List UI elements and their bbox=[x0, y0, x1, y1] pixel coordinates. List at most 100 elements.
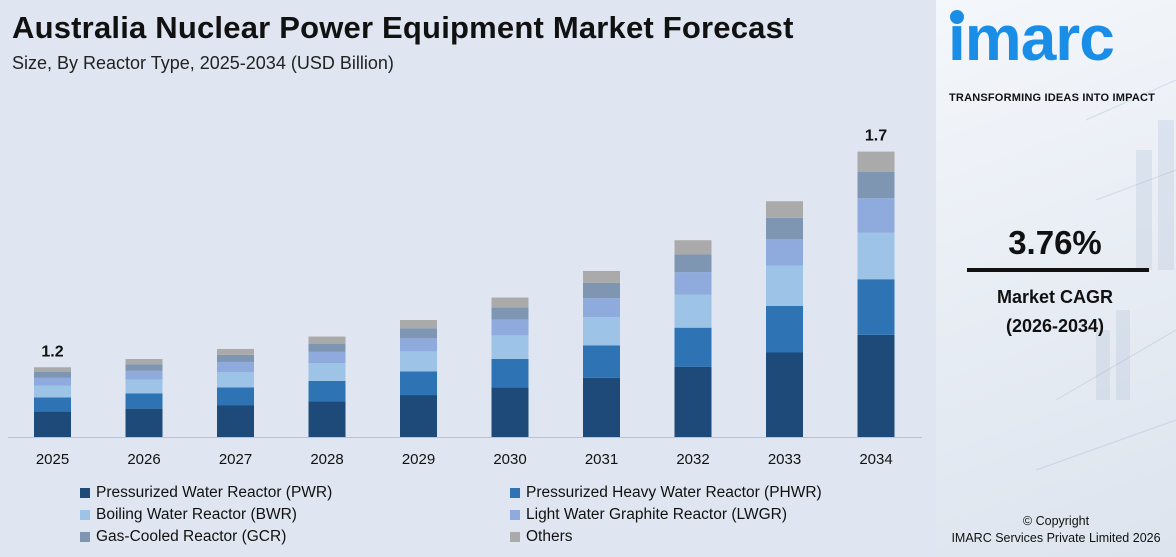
chart-title: Australia Nuclear Power Equipment Market… bbox=[12, 10, 794, 45]
bar-segment-2029-0 bbox=[400, 395, 437, 437]
legend-swatch bbox=[80, 532, 90, 542]
bar-segment-2032-2 bbox=[674, 294, 712, 328]
bar-segment-2032-3 bbox=[674, 272, 712, 295]
x-tick-label-2032: 2032 bbox=[676, 451, 709, 468]
bar-segment-2026-2 bbox=[125, 379, 163, 394]
bar-segment-2030-0 bbox=[491, 387, 529, 437]
bar-segment-2028-0 bbox=[308, 401, 346, 437]
brand-panel: imarc TRANSFORMING IDEAS INTO IMPACT 3.7… bbox=[936, 0, 1176, 557]
bar-segment-2029-4 bbox=[400, 328, 437, 339]
legend-swatch bbox=[80, 510, 90, 520]
bar-segment-2031-3 bbox=[583, 298, 620, 318]
bar-segment-2027-3 bbox=[217, 361, 254, 372]
bar-segment-2034-3 bbox=[857, 198, 895, 233]
bar-segment-2026-5 bbox=[125, 359, 163, 365]
x-tick-label-2031: 2031 bbox=[585, 451, 618, 468]
cagr-divider bbox=[967, 268, 1149, 272]
bar-segment-2027-1 bbox=[217, 387, 254, 406]
bar-segment-2034-4 bbox=[857, 171, 895, 199]
x-tick-label-2025: 2025 bbox=[36, 451, 69, 468]
stacked-bar-chart: 2025 1.2 2026 2027 2028 2029 2030 2031 2032 2033 2… bbox=[8, 128, 922, 468]
bar-segment-2031-0 bbox=[583, 377, 620, 437]
cagr-label-line1: Market CAGR bbox=[996, 287, 1114, 307]
legend-label: Light Water Graphite Reactor (LWGR) bbox=[526, 506, 787, 523]
bar-segment-2025-4 bbox=[34, 372, 71, 378]
bar-segment-2029-3 bbox=[400, 338, 437, 352]
x-tick-label-2033: 2033 bbox=[768, 451, 801, 468]
chart-legend: Pressurized Water Reactor (PWR) Pressuriz… bbox=[80, 484, 920, 554]
bar-segment-2029-5 bbox=[400, 320, 437, 329]
bar-segment-2026-4 bbox=[125, 364, 163, 371]
bar-segment-2027-4 bbox=[217, 354, 254, 362]
legend-label: Pressurized Heavy Water Reactor (PHWR) bbox=[526, 484, 822, 501]
bar-segment-2025-1 bbox=[34, 397, 71, 412]
legend-item-2: Boiling Water Reactor (BWR) bbox=[80, 506, 297, 524]
bar-segment-2027-0 bbox=[217, 405, 254, 437]
data-label-2034: 1.7 bbox=[865, 128, 887, 145]
bar-segment-2025-3 bbox=[34, 377, 71, 386]
bar-segment-2026-3 bbox=[125, 370, 163, 380]
bar-segment-2032-5 bbox=[674, 240, 712, 255]
bar-segment-2029-2 bbox=[400, 351, 437, 372]
legend-label: Others bbox=[526, 528, 573, 545]
bar-segment-2034-1 bbox=[857, 279, 895, 335]
bar-segment-2026-1 bbox=[125, 393, 163, 409]
bar-segment-2028-2 bbox=[308, 363, 346, 381]
legend-item-0: Pressurized Water Reactor (PWR) bbox=[80, 484, 332, 502]
bar-segment-2030-2 bbox=[491, 335, 529, 359]
cagr-label-line2: (2026-2034) bbox=[1005, 316, 1105, 336]
legend-swatch bbox=[510, 510, 520, 520]
bar-segment-2027-2 bbox=[217, 372, 254, 388]
bar-segment-2033-1 bbox=[766, 305, 803, 353]
bar-segment-2033-3 bbox=[766, 239, 803, 266]
x-tick-label-2030: 2030 bbox=[493, 451, 526, 468]
bar-segment-2027-5 bbox=[217, 348, 254, 355]
bar-segment-2031-4 bbox=[583, 282, 620, 299]
copyright-line2: IMARC Services Private Limited 2026 bbox=[951, 531, 1161, 545]
bar-segment-2025-0 bbox=[34, 411, 71, 437]
legend-swatch bbox=[510, 488, 520, 498]
bar-segment-2034-0 bbox=[857, 334, 895, 437]
bar-segment-2034-2 bbox=[857, 232, 895, 280]
x-tick-label-2027: 2027 bbox=[219, 451, 252, 468]
cagr-label: Market CAGR (2026-2034) bbox=[936, 283, 1176, 341]
legend-item-3: Light Water Graphite Reactor (LWGR) bbox=[510, 506, 787, 524]
brand-tagline: TRANSFORMING IDEAS INTO IMPACT bbox=[949, 92, 1156, 104]
bar-segment-2025-2 bbox=[34, 385, 71, 398]
x-tick-label-2034: 2034 bbox=[859, 451, 892, 468]
logo-dot-icon bbox=[950, 10, 964, 24]
legend-item-5: Others bbox=[510, 528, 573, 546]
cagr-value: 3.76% bbox=[1008, 224, 1102, 261]
copyright: © Copyright IMARC Services Private Limit… bbox=[936, 513, 1176, 547]
bar-segment-2031-5 bbox=[583, 270, 620, 283]
bar-segment-2029-1 bbox=[400, 371, 437, 396]
bar-segment-2025-5 bbox=[34, 367, 71, 372]
bar-segment-2033-2 bbox=[766, 265, 803, 306]
bar-segment-2030-5 bbox=[491, 297, 529, 308]
bar-segment-2032-4 bbox=[674, 254, 712, 273]
x-tick-label-2028: 2028 bbox=[310, 451, 343, 468]
bar-segment-2028-5 bbox=[308, 336, 346, 344]
legend-item-4: Gas-Cooled Reactor (GCR) bbox=[80, 528, 286, 546]
x-tick-label-2029: 2029 bbox=[402, 451, 435, 468]
bar-segment-2034-5 bbox=[857, 151, 895, 172]
bar-segment-2033-5 bbox=[766, 201, 803, 218]
imarc-logo: imarc bbox=[948, 2, 1115, 74]
legend-label: Gas-Cooled Reactor (GCR) bbox=[96, 528, 287, 545]
copyright-line1: © Copyright bbox=[1022, 514, 1090, 528]
bar-segment-2030-3 bbox=[491, 319, 529, 336]
bar-segment-2028-1 bbox=[308, 380, 346, 402]
bar-segment-2033-4 bbox=[766, 217, 803, 240]
data-label-2025: 1.2 bbox=[41, 343, 63, 360]
chart-panel: Australia Nuclear Power Equipment Market… bbox=[8, 10, 922, 554]
bar-segment-2026-0 bbox=[125, 408, 163, 437]
bar-segment-2030-4 bbox=[491, 307, 529, 320]
bar-segment-2031-2 bbox=[583, 317, 620, 346]
legend-swatch bbox=[80, 488, 90, 498]
bar-segment-2032-1 bbox=[674, 327, 712, 367]
x-tick-label-2026: 2026 bbox=[127, 451, 160, 468]
legend-swatch bbox=[510, 532, 520, 542]
legend-item-1: Pressurized Heavy Water Reactor (PHWR) bbox=[510, 484, 822, 502]
bar-segment-2028-4 bbox=[308, 343, 346, 352]
bar-segment-2031-1 bbox=[583, 345, 620, 378]
